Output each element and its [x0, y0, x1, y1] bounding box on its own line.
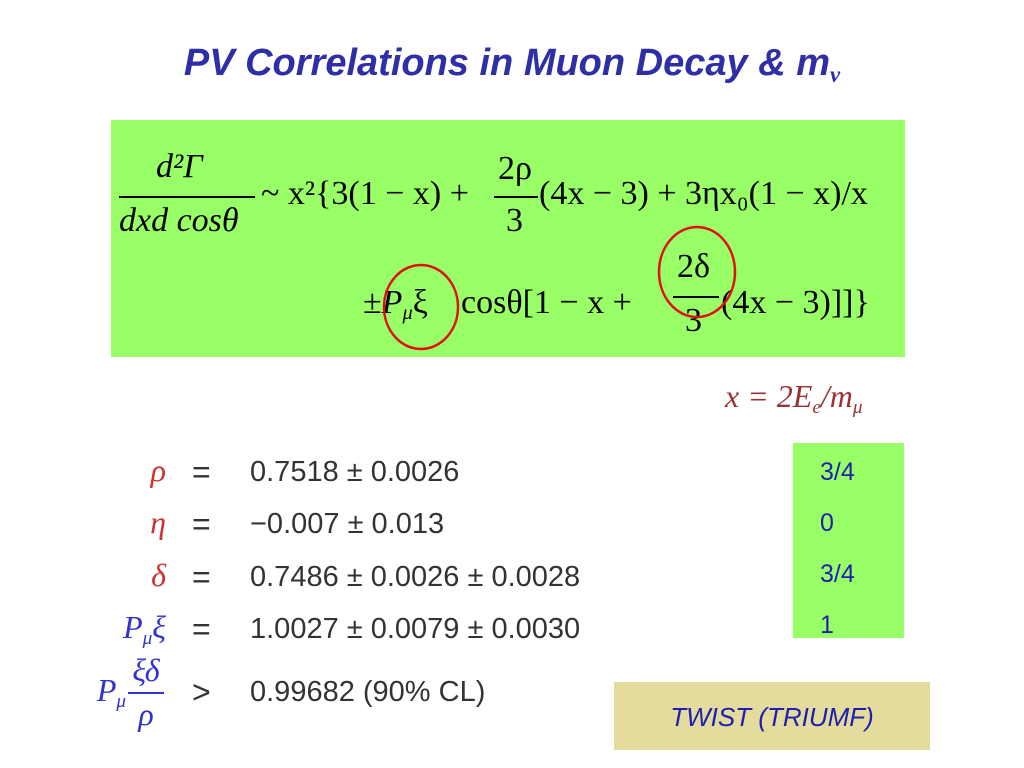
title-text: PV Correlations in Muon Decay & m [183, 42, 830, 84]
relation: > [192, 674, 211, 710]
param: ρ [151, 452, 166, 489]
title-sub: ν [830, 61, 841, 87]
param-frac: ξδ ρ [126, 652, 166, 732]
param: Pμξ [123, 609, 166, 650]
line2-p: ±Pμξ [363, 284, 428, 325]
circle [382, 263, 460, 351]
param-base: P [123, 609, 143, 645]
formula-box: d²Γ dxd cosθ ~ x²{3(1 − x) + 2ρ 3 (4x − … [111, 120, 905, 357]
line2-b: (4x − 3)]]} [721, 284, 870, 321]
param-base: δ [151, 557, 166, 593]
line2-a: cosθ[1 − x + [461, 284, 632, 321]
prediction: 0 [820, 509, 834, 537]
frac1-num: 2ρ [498, 150, 532, 187]
frac2-num: 2δ [677, 248, 711, 285]
param-base: η [150, 504, 166, 540]
frac1-den: 3 [506, 202, 523, 239]
xi: ξ [412, 284, 428, 321]
def-b: /m [820, 378, 853, 414]
prediction: 1 [820, 611, 834, 639]
circle [657, 225, 737, 319]
frac-den: ρ [138, 695, 154, 732]
prediction: 3/4 [820, 560, 855, 588]
param-base: ρ [150, 452, 166, 488]
value: 1.0027 ± 0.0079 ± 0.0030 [250, 613, 581, 645]
frac2-den: 3 [685, 302, 702, 339]
param-base: P [96, 672, 117, 708]
frac-bar [673, 296, 719, 298]
param: δ [151, 557, 166, 594]
line1-a: ~ x²{3(1 − x) + [261, 175, 469, 212]
param: Pμ ξδ ρ [96, 652, 166, 732]
param: η [150, 504, 166, 541]
def-sub: e [812, 396, 821, 418]
relation: = [192, 559, 211, 595]
param-sub: μ [142, 627, 153, 649]
frac-bar [119, 196, 255, 198]
source: TWIST (TRIUMF) [670, 702, 874, 732]
p-sub: μ [402, 302, 413, 325]
def-sub: μ [852, 396, 863, 418]
value: 0.7486 ± 0.0026 ± 0.0028 [250, 561, 581, 593]
value: 0.99682 (90% CL) [250, 676, 486, 708]
frac-bar [494, 196, 538, 198]
line1-b: (4x − 3) + 3ηx₀(1 − x)/x [539, 175, 868, 212]
pm: ± [363, 284, 382, 321]
definition: x = 2Ee/mμ [725, 378, 863, 419]
frac-bar [128, 691, 164, 694]
predictions-box [793, 443, 904, 638]
relation: = [192, 506, 211, 542]
value: −0.007 ± 0.013 [250, 508, 445, 540]
source-box: TWIST (TRIUMF) [614, 682, 930, 750]
relation: = [192, 611, 211, 647]
param-rest: ξ [152, 609, 166, 645]
lhs-num: d²Γ [156, 148, 203, 185]
lhs-den: dxd cosθ [119, 202, 239, 239]
value: 0.7518 ± 0.0026 [250, 456, 460, 488]
relation: = [192, 454, 211, 490]
def-a: x = 2E [725, 378, 813, 414]
frac-num: ξδ [132, 651, 160, 688]
prediction: 3/4 [820, 458, 855, 486]
title: PV Correlations in Muon Decay & mν [0, 42, 1024, 88]
param-sub: μ [116, 690, 126, 712]
